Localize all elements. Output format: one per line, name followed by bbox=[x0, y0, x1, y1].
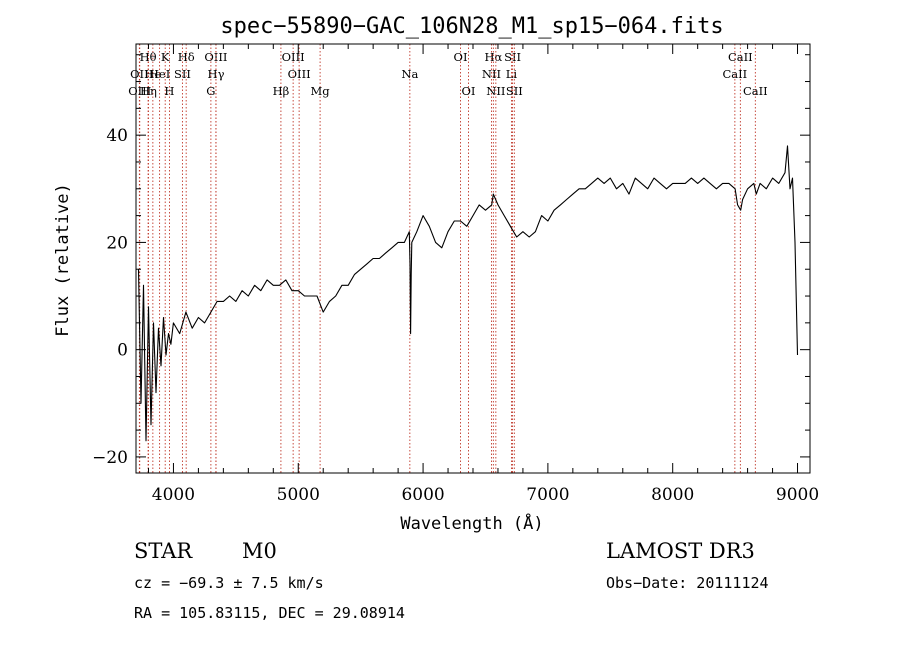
marker-label: NII bbox=[482, 67, 501, 81]
x-axis-label: Wavelength (Å) bbox=[400, 512, 543, 534]
marker-label: Hθ bbox=[140, 50, 157, 64]
chart-title: spec−55890−GAC_106N28_M1_sp15−064.fits bbox=[220, 14, 723, 39]
marker-label: CaII bbox=[728, 50, 753, 64]
marker-label: NII bbox=[486, 84, 505, 98]
x-tick-label: 5000 bbox=[277, 485, 320, 505]
y-tick-label: 0 bbox=[117, 341, 128, 361]
y-tick-label: 20 bbox=[106, 233, 128, 253]
spectrum-line bbox=[137, 145, 799, 442]
marker-label: He bbox=[144, 67, 161, 81]
marker-label: SII bbox=[174, 67, 191, 81]
marker-label: Na bbox=[401, 67, 418, 81]
marker-label: OII bbox=[130, 67, 149, 81]
spectrum-series bbox=[137, 145, 799, 442]
object-subclass: M0 bbox=[242, 539, 277, 563]
x-tick-label: 6000 bbox=[401, 485, 444, 505]
marker-label: OIII bbox=[288, 67, 311, 81]
marker-label: Mg bbox=[311, 84, 331, 98]
x-tick-label: 9000 bbox=[776, 485, 819, 505]
marker-label: CaII bbox=[743, 84, 768, 98]
object-class: STAR bbox=[134, 539, 193, 563]
chart-axes: 4000 5000 6000 7000 8000 9000 −20 0 20 40 bbox=[92, 43, 819, 505]
marker-label: SII bbox=[506, 84, 523, 98]
survey-name: LAMOST DR3 bbox=[606, 539, 755, 563]
marker-label: OIII bbox=[204, 50, 227, 64]
x-tick-label: 4000 bbox=[152, 485, 195, 505]
x-tick-label: 7000 bbox=[526, 485, 569, 505]
marker-label: Hη bbox=[140, 84, 157, 98]
plot-frame bbox=[135, 43, 811, 474]
y-tick-label: 40 bbox=[106, 126, 128, 146]
marker-label: K bbox=[161, 50, 170, 64]
marker-label: CaII bbox=[722, 67, 747, 81]
marker-label: OIII bbox=[282, 50, 305, 64]
marker-label: G bbox=[206, 84, 215, 98]
marker-label: Hγ bbox=[208, 67, 225, 81]
marker-label: Hα bbox=[484, 50, 502, 64]
marker-label: H bbox=[164, 84, 174, 98]
marker-label: Hβ bbox=[273, 84, 290, 98]
marker-label: OI bbox=[454, 50, 468, 64]
marker-label: Hδ bbox=[178, 50, 195, 64]
y-tick-label: −20 bbox=[92, 448, 128, 468]
marker-label: OIII bbox=[128, 84, 151, 98]
marker-label: Li bbox=[506, 67, 518, 81]
x-tick-label: 8000 bbox=[651, 485, 694, 505]
redshift-readout: cz = −69.3 ± 7.5 km/s bbox=[134, 574, 324, 592]
marker-label: SII bbox=[504, 50, 521, 64]
marker-label: HeI bbox=[149, 67, 170, 81]
observation-date: Obs−Date: 20111124 bbox=[606, 574, 769, 592]
marker-label: OI bbox=[462, 84, 476, 98]
y-axis-label: Flux (relative) bbox=[53, 183, 73, 337]
sky-coordinates: RA = 105.83115, DEC = 29.08914 bbox=[134, 604, 405, 622]
